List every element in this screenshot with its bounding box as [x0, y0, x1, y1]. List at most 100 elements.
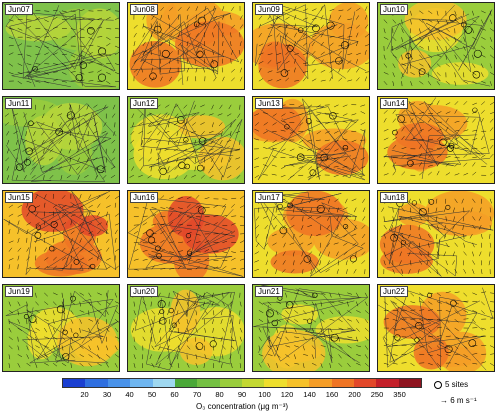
wind-vector — [364, 310, 369, 314]
wind-vector — [158, 345, 161, 351]
wind-vector — [445, 319, 450, 323]
wind-vector — [303, 71, 308, 73]
wind-vector — [35, 229, 39, 235]
wind-vector — [273, 216, 277, 221]
wind-vector — [254, 251, 260, 255]
site-marker — [186, 250, 193, 256]
wind-vector — [364, 327, 369, 332]
wind-vector — [52, 301, 57, 306]
wind-vector — [160, 76, 163, 82]
wind-vector — [285, 16, 290, 20]
wind-vector — [212, 327, 214, 333]
wind-vector — [263, 147, 268, 150]
wind-vector — [44, 257, 49, 261]
wind-vector — [481, 291, 487, 294]
panel-date-label: Jun08 — [130, 4, 158, 15]
wind-vector — [200, 148, 205, 152]
map-panel: Jun17 — [252, 190, 370, 278]
wind-vector — [489, 362, 494, 366]
wind-vector — [8, 19, 14, 22]
wind-vector — [78, 113, 80, 119]
wind-vector — [427, 28, 433, 32]
wind-vector — [294, 362, 300, 365]
map-panel: Jun12 — [127, 96, 245, 184]
wind-vector — [226, 113, 232, 117]
wind-vector — [452, 225, 455, 230]
wind-vector — [445, 301, 450, 306]
wind-vector — [345, 198, 348, 204]
wind-vector — [160, 207, 166, 209]
wind-vector — [239, 59, 243, 64]
wind-vector — [428, 354, 433, 357]
wind-vector — [292, 251, 295, 257]
wind-vector — [141, 354, 143, 360]
wind-vector — [26, 310, 31, 314]
wind-vector — [336, 225, 339, 230]
wind-vector — [298, 174, 304, 176]
wind-vector — [490, 139, 494, 141]
wind-vector — [132, 122, 135, 128]
wind-vector — [481, 19, 484, 25]
wind-vector — [319, 260, 322, 266]
wind-vector — [26, 222, 31, 226]
wind-vector — [53, 26, 58, 29]
wind-vector — [289, 242, 295, 245]
wind-vector — [462, 225, 464, 231]
wind-vector — [195, 233, 201, 236]
wind-vector — [53, 52, 58, 55]
wind-vector — [294, 41, 296, 47]
wind-vector — [195, 6, 198, 11]
wind-vector — [294, 67, 296, 73]
wind-vector — [159, 327, 161, 333]
wind-vector — [239, 15, 243, 20]
wind-vector — [151, 265, 155, 270]
wind-vector — [309, 233, 313, 239]
wind-vector — [351, 174, 357, 176]
wind-vector — [343, 242, 348, 246]
wind-vector — [298, 166, 304, 169]
map-panel: Jun07 — [2, 2, 120, 90]
wind-vector — [289, 111, 295, 114]
wind-vector — [347, 363, 351, 368]
wind-vector — [472, 216, 476, 221]
wind-vector — [342, 147, 348, 150]
wind-vector — [169, 241, 175, 244]
wind-vector — [195, 327, 198, 333]
wind-vector — [454, 54, 458, 60]
wind-vector — [195, 345, 199, 350]
colorbar-tick-label: 70 — [192, 390, 202, 399]
wind-vector — [383, 251, 386, 257]
wind-vector — [77, 175, 80, 180]
wind-vector — [88, 52, 93, 55]
wind-vector — [53, 336, 58, 340]
wind-vector — [61, 336, 66, 341]
site-marker — [148, 236, 156, 244]
panel-date-label: Jun20 — [130, 286, 158, 297]
wind-vector — [490, 292, 494, 294]
wind-vector — [427, 118, 432, 123]
wind-vector — [61, 266, 67, 270]
wind-vector — [8, 264, 11, 270]
wind-vector — [383, 81, 388, 86]
wind-vector — [231, 251, 236, 253]
wind-vector — [133, 268, 139, 271]
wind-vector — [142, 41, 146, 47]
wind-vector — [419, 260, 423, 265]
wind-vector — [344, 225, 348, 230]
site-marker — [23, 314, 29, 320]
wind-vector — [106, 292, 108, 298]
wind-vector — [352, 166, 357, 170]
wind-vector — [146, 113, 152, 116]
wind-vector — [320, 79, 326, 82]
wind-vector — [44, 45, 49, 49]
wind-vector — [316, 216, 321, 219]
wind-vector — [186, 196, 192, 200]
wind-vector — [256, 233, 260, 239]
wind-vector — [356, 41, 359, 47]
wind-vector — [93, 104, 98, 108]
wind-vector — [239, 24, 244, 29]
wind-vector — [294, 319, 299, 323]
wind-vector — [298, 113, 304, 116]
wind-vector — [347, 18, 353, 20]
wind-vector — [392, 233, 396, 238]
